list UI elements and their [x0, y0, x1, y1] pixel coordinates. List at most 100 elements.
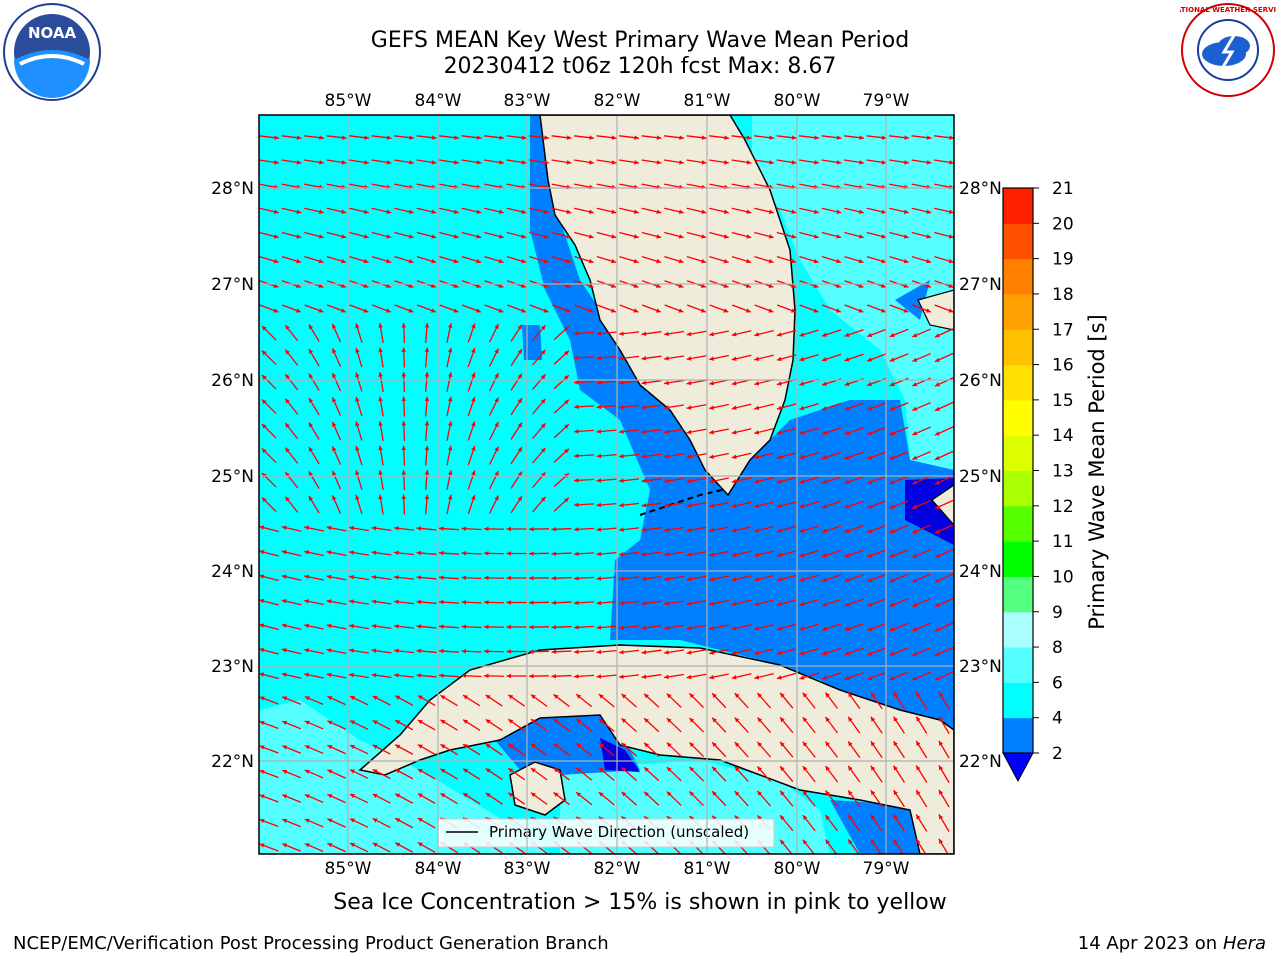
- wave-arrow-head: [848, 839, 853, 845]
- wave-arrow-head: [731, 430, 737, 435]
- wave-arrow-head: [371, 574, 377, 580]
- wave-arrow-head: [881, 234, 887, 239]
- wave-arrow-head: [553, 743, 559, 748]
- wave-arrow-head: [709, 503, 715, 508]
- wave-arrow-head: [447, 347, 453, 353]
- wave-arrow-head: [644, 767, 649, 772]
- wave-arrow-head: [281, 648, 287, 653]
- colorbar-tick-label: 12: [1052, 497, 1074, 517]
- wave-arrow-head: [463, 719, 469, 724]
- wave-arrow-head: [634, 135, 639, 140]
- wave-arrow-head: [619, 502, 624, 508]
- wave-arrow-head: [259, 672, 265, 677]
- wave-arrow-head: [633, 258, 639, 264]
- wave-arrow-head: [858, 234, 864, 239]
- wave-arrow-head: [461, 526, 467, 531]
- wave-arrow-head: [363, 283, 369, 288]
- wave-arrow-head: [274, 160, 279, 165]
- wave-arrow-head: [574, 527, 579, 532]
- footer-date: 14 Apr 2023 on Hera: [1078, 933, 1266, 954]
- wave-arrow-head: [844, 357, 850, 362]
- wave-arrow-head: [641, 429, 647, 434]
- wave-arrow-head: [619, 453, 624, 459]
- wave-arrow-head: [641, 355, 647, 361]
- wave-arrow-head: [712, 791, 717, 797]
- wave-arrow-head: [889, 577, 895, 583]
- wave-arrow-head: [401, 445, 407, 451]
- wave-arrow-head: [401, 470, 407, 475]
- wave-arrow-head: [757, 717, 763, 723]
- wave-arrow-head: [553, 792, 559, 797]
- wave-arrow-head: [327, 696, 333, 701]
- wave-arrow-head: [686, 576, 692, 582]
- wave-arrow-head: [844, 455, 850, 460]
- wave-arrow-head: [341, 160, 347, 165]
- wave-arrow-head: [678, 308, 684, 313]
- wave-arrow-head: [349, 648, 354, 653]
- wave-arrow-head: [439, 624, 444, 629]
- wave-arrow-head: [424, 323, 430, 328]
- wave-arrow-head: [724, 160, 729, 165]
- wave-arrow-head: [679, 160, 684, 165]
- wave-arrow-head: [934, 651, 940, 656]
- wave-arrow-head: [596, 453, 602, 459]
- wave-arrow-head: [596, 527, 602, 532]
- wave-arrow-head: [889, 455, 895, 460]
- wave-arrow-head: [621, 791, 627, 797]
- wave-arrow-head: [641, 649, 647, 655]
- wave-arrow-head: [701, 258, 707, 264]
- wave-arrow-head: [439, 648, 444, 654]
- wave-arrow-head: [825, 692, 830, 698]
- wave-arrow-head: [259, 525, 265, 530]
- wave-arrow-head: [709, 331, 715, 337]
- wave-arrow-head: [341, 209, 347, 214]
- wave-arrow-head: [689, 742, 695, 748]
- wave-arrow-head: [689, 717, 695, 723]
- wave-arrow-head: [813, 234, 819, 239]
- wave-arrow-head: [641, 527, 647, 532]
- wave-arrow-head: [394, 624, 399, 629]
- wave-arrow-head: [867, 577, 873, 583]
- wave-arrow-head: [619, 331, 624, 336]
- wave-arrow-head: [870, 765, 876, 771]
- wave-arrow-head: [746, 160, 752, 165]
- wave-arrow-head: [371, 525, 377, 531]
- wave-arrow-head: [644, 693, 649, 699]
- wave-arrow-head: [712, 766, 717, 772]
- wave-arrow-head: [754, 577, 760, 582]
- wave-arrow-head: [340, 308, 346, 313]
- wave-arrow-head: [731, 675, 737, 680]
- wave-arrow-head: [664, 503, 669, 508]
- wave-arrow-head: [498, 283, 504, 288]
- lat-label-right: 26°N: [959, 371, 1002, 391]
- wave-arrow-head: [395, 818, 401, 823]
- wave-arrow-head: [926, 209, 932, 214]
- wave-arrow-head: [776, 503, 782, 509]
- wave-arrow-head: [349, 696, 355, 701]
- wave-arrow-head: [261, 399, 267, 405]
- wave-arrow-head: [776, 356, 782, 362]
- wave-arrow-head: [416, 648, 422, 654]
- wave-arrow-head: [371, 550, 377, 555]
- wave-arrow-head: [341, 135, 347, 140]
- wave-arrow-head: [372, 769, 378, 774]
- wave-arrow-head: [282, 769, 288, 775]
- wave-arrow-head: [485, 743, 491, 749]
- wave-arrow-head: [378, 494, 383, 500]
- wave-arrow-head: [731, 454, 737, 459]
- wave-arrow-head: [574, 380, 579, 385]
- wave-arrow-head: [889, 479, 895, 485]
- wave-arrow-head: [903, 308, 909, 313]
- ocean-mid-patch-east: [895, 280, 930, 320]
- wave-arrow-head: [484, 673, 489, 679]
- wave-arrow-head: [285, 325, 290, 331]
- wave-arrow-head: [821, 430, 827, 435]
- wave-arrow-head: [424, 494, 430, 500]
- wave-arrow-head: [912, 529, 918, 534]
- wave-arrow-head: [517, 422, 522, 428]
- wave-arrow-head: [641, 600, 647, 606]
- wave-arrow-head: [844, 651, 850, 656]
- wave-arrow-head: [938, 740, 944, 746]
- wave-arrow-head: [259, 794, 265, 799]
- wave-arrow-head: [754, 650, 760, 656]
